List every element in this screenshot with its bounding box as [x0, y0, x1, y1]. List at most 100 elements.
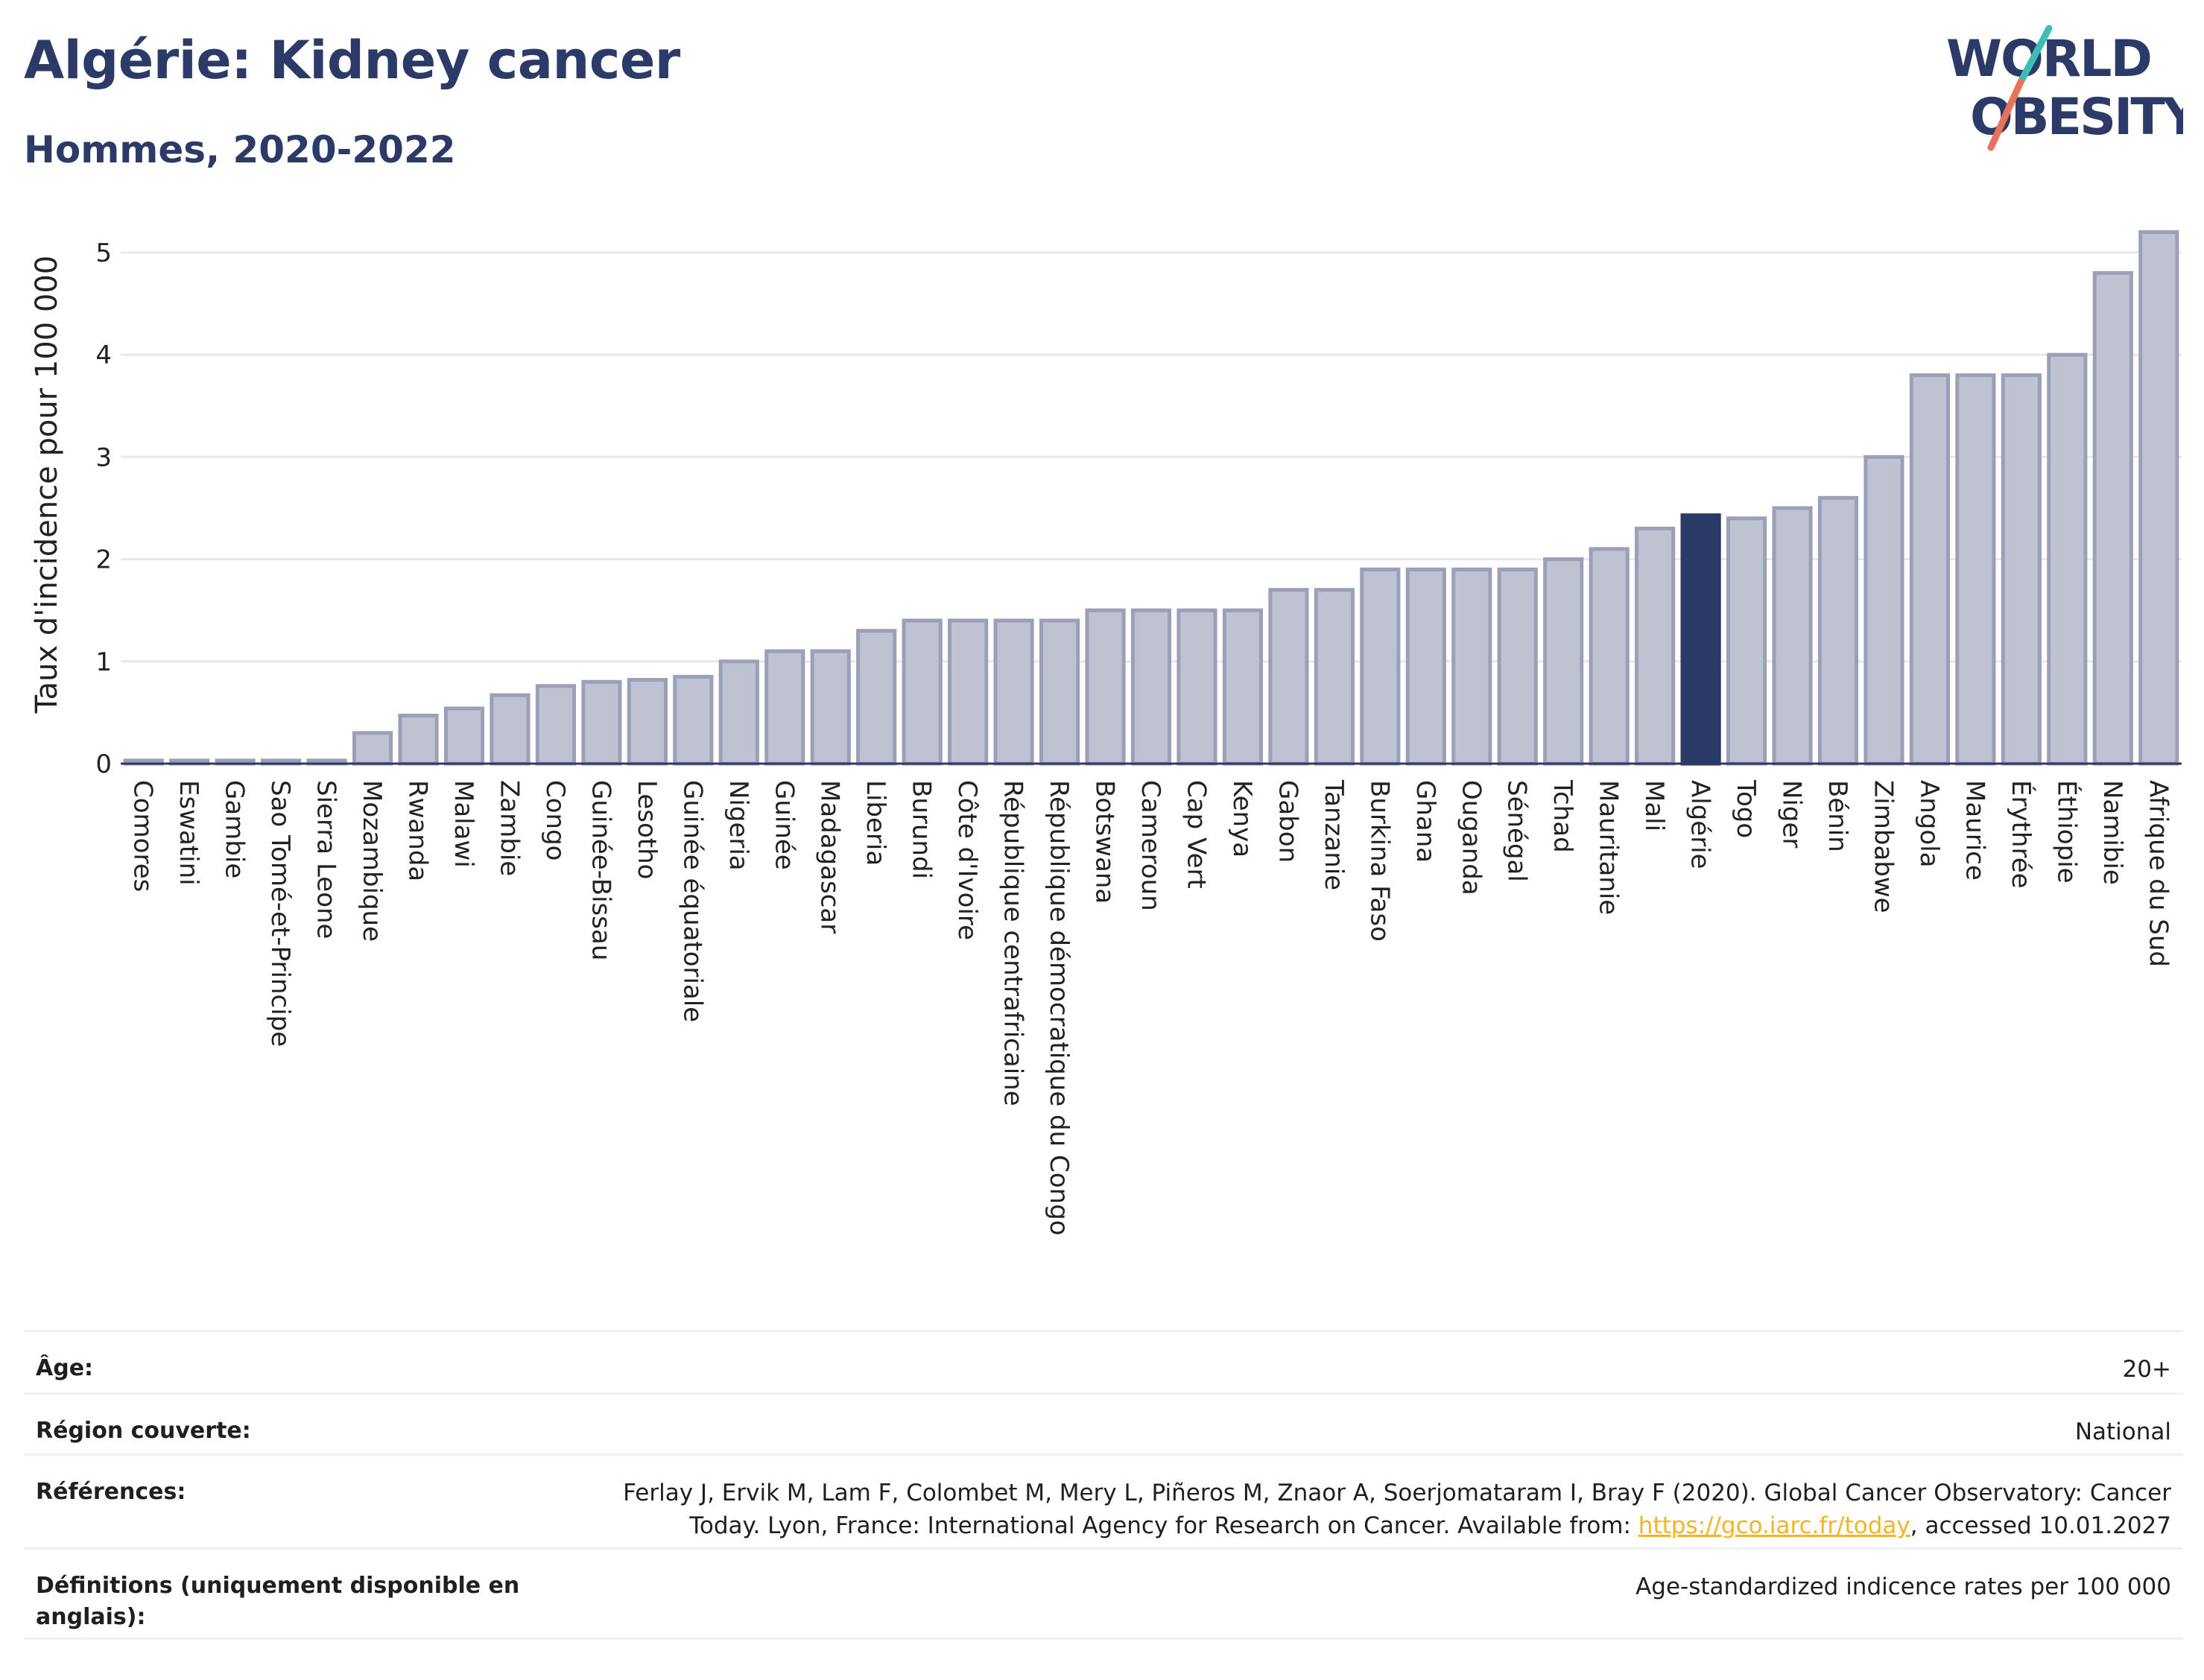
x-tick-label: Botswana [1090, 780, 1120, 904]
y-tick-labels: 0 1 2 3 4 5 [95, 238, 112, 779]
x-tick-label: Rwanda [403, 780, 433, 881]
region-value: National [2074, 1419, 2171, 1445]
bar [2092, 270, 2133, 766]
bar [398, 714, 439, 766]
x-tick-label: Zambie [494, 780, 524, 876]
bar [352, 731, 393, 766]
references-label: Références: [36, 1479, 186, 1505]
x-tick-label: Burkina Faso [1364, 780, 1394, 942]
x-tick-label: Togo [1731, 779, 1761, 838]
x-tick-label: Cameroun [1136, 780, 1165, 911]
y-tick-label: 1 [95, 647, 112, 677]
x-tick-label: Niger [1777, 780, 1807, 848]
x-tick-label: République démocratique du Congo [1044, 780, 1074, 1235]
x-tick-label: Mali [1639, 780, 1669, 831]
bar [1863, 454, 1904, 766]
x-tick-label: Algérie [1685, 780, 1715, 869]
x-tick-label: Guinée équatoriale [677, 780, 707, 1022]
bar [948, 618, 989, 766]
bar [2047, 352, 2088, 766]
y-tick-label: 3 [95, 443, 112, 472]
age-label: Âge: [36, 1355, 94, 1381]
bar [1497, 567, 1538, 766]
bars [123, 230, 2179, 766]
definitions-value: Age-standardized indicence rates per 100… [1635, 1573, 2171, 1600]
bar [1543, 557, 1584, 766]
x-tick-label: Angola [1914, 780, 1944, 867]
svg-text:WORLD: WORLD [1946, 30, 2151, 89]
y-tick-label: 2 [95, 545, 112, 575]
x-tick-label: Ouganda [1456, 780, 1486, 896]
x-tick-label: Tanzanie [1319, 779, 1349, 890]
bar [1314, 588, 1355, 766]
y-tick-label: 5 [95, 238, 112, 268]
bar [810, 649, 851, 766]
age-value: 20+ [2122, 1356, 2171, 1383]
x-tick-label: Namibie [2097, 780, 2127, 885]
bar [1772, 506, 1813, 766]
x-tick-label: Guinée [769, 780, 799, 870]
x-tick-label: Côte d'Ivoire [952, 780, 982, 940]
info-row-age: Âge: 20+ [24, 1330, 2183, 1392]
references-text-2: Today. Lyon, France: International Agenc… [689, 1512, 1638, 1539]
bar-chart: 0 1 2 3 4 5 Comores Eswatini Gambie Sao Tomé-et-… [30, 230, 2182, 1235]
references-link[interactable]: https://gco.iarc.fr/today [1638, 1512, 1910, 1539]
page-title: Algérie: Kidney cancer [24, 30, 680, 91]
x-tick-label: Érythrée [2006, 780, 2036, 889]
bar [1635, 526, 1676, 766]
bar [1405, 567, 1446, 766]
bar [1955, 373, 1996, 766]
x-tick-label: Eswatini [174, 780, 203, 886]
bar [443, 706, 485, 766]
x-tick-label: République centrafricaine [998, 780, 1028, 1106]
bar [1177, 608, 1217, 766]
bar [1680, 513, 1721, 766]
x-tick-label: Kenya [1227, 780, 1257, 858]
definitions-label: Définitions (uniquement disponible en an… [36, 1573, 520, 1630]
x-tick-label: Maurice [1960, 780, 1989, 881]
x-tick-label: Mauritanie [1594, 780, 1624, 915]
x-tick-label: Malawi [449, 780, 478, 868]
x-tick-label: Sao Tomé-et-Principe [265, 780, 295, 1047]
bar [902, 618, 943, 766]
x-tick-label: Tchad [1548, 779, 1577, 853]
bar [718, 659, 759, 766]
references-text-1: Ferlay J, Ervik M, Lam F, Colombet M, Me… [623, 1480, 2171, 1506]
y-tick-label: 4 [95, 340, 112, 370]
x-tick-label: Sénégal [1502, 780, 1532, 882]
x-tick-label: Afrique du Sud [2143, 780, 2173, 967]
bar [581, 679, 622, 766]
bar [1817, 495, 1859, 766]
bar [993, 618, 1034, 766]
x-tick-label: Nigeria [723, 780, 753, 871]
bar [764, 649, 805, 766]
bar [673, 674, 714, 766]
x-tick-label: Madagascar [815, 780, 845, 933]
x-tick-label: Congo [540, 780, 570, 860]
world-obesity-logo: WORLD OBESITY [1946, 25, 2183, 151]
bar [1909, 373, 1951, 766]
bar [1130, 608, 1172, 766]
bar [490, 693, 531, 766]
bar [2138, 230, 2179, 766]
bar [1085, 608, 1126, 766]
bar [1360, 567, 1401, 766]
x-tick-label: Liberia [861, 780, 890, 866]
bar [1222, 608, 1264, 766]
x-tick-label: Guinée-Bissau [586, 780, 615, 960]
bar [1451, 567, 1492, 766]
x-tick-label: Lesotho [632, 780, 662, 879]
x-tick-label: Burundi [907, 780, 937, 879]
x-tick-label: Sierra Leone [311, 780, 341, 939]
references-value: Ferlay J, Ervik M, Lam F, Colombet M, Me… [623, 1477, 2171, 1547]
y-tick-label: 0 [95, 749, 112, 779]
region-label: Région couverte: [36, 1418, 251, 1444]
bar [1039, 618, 1080, 766]
x-tick-label: Gabon [1273, 780, 1302, 863]
bar [1726, 516, 1767, 766]
bar [2001, 373, 2042, 766]
info-table: Âge: 20+ Région couverte: National Référ… [24, 1330, 2183, 1640]
x-tick-label: Gambie [220, 780, 250, 878]
info-row-definitions: Définitions (uniquement disponible en an… [24, 1547, 2183, 1640]
x-tick-labels: Comores Eswatini Gambie Sao Tomé-et-Princip… [128, 779, 2173, 1235]
